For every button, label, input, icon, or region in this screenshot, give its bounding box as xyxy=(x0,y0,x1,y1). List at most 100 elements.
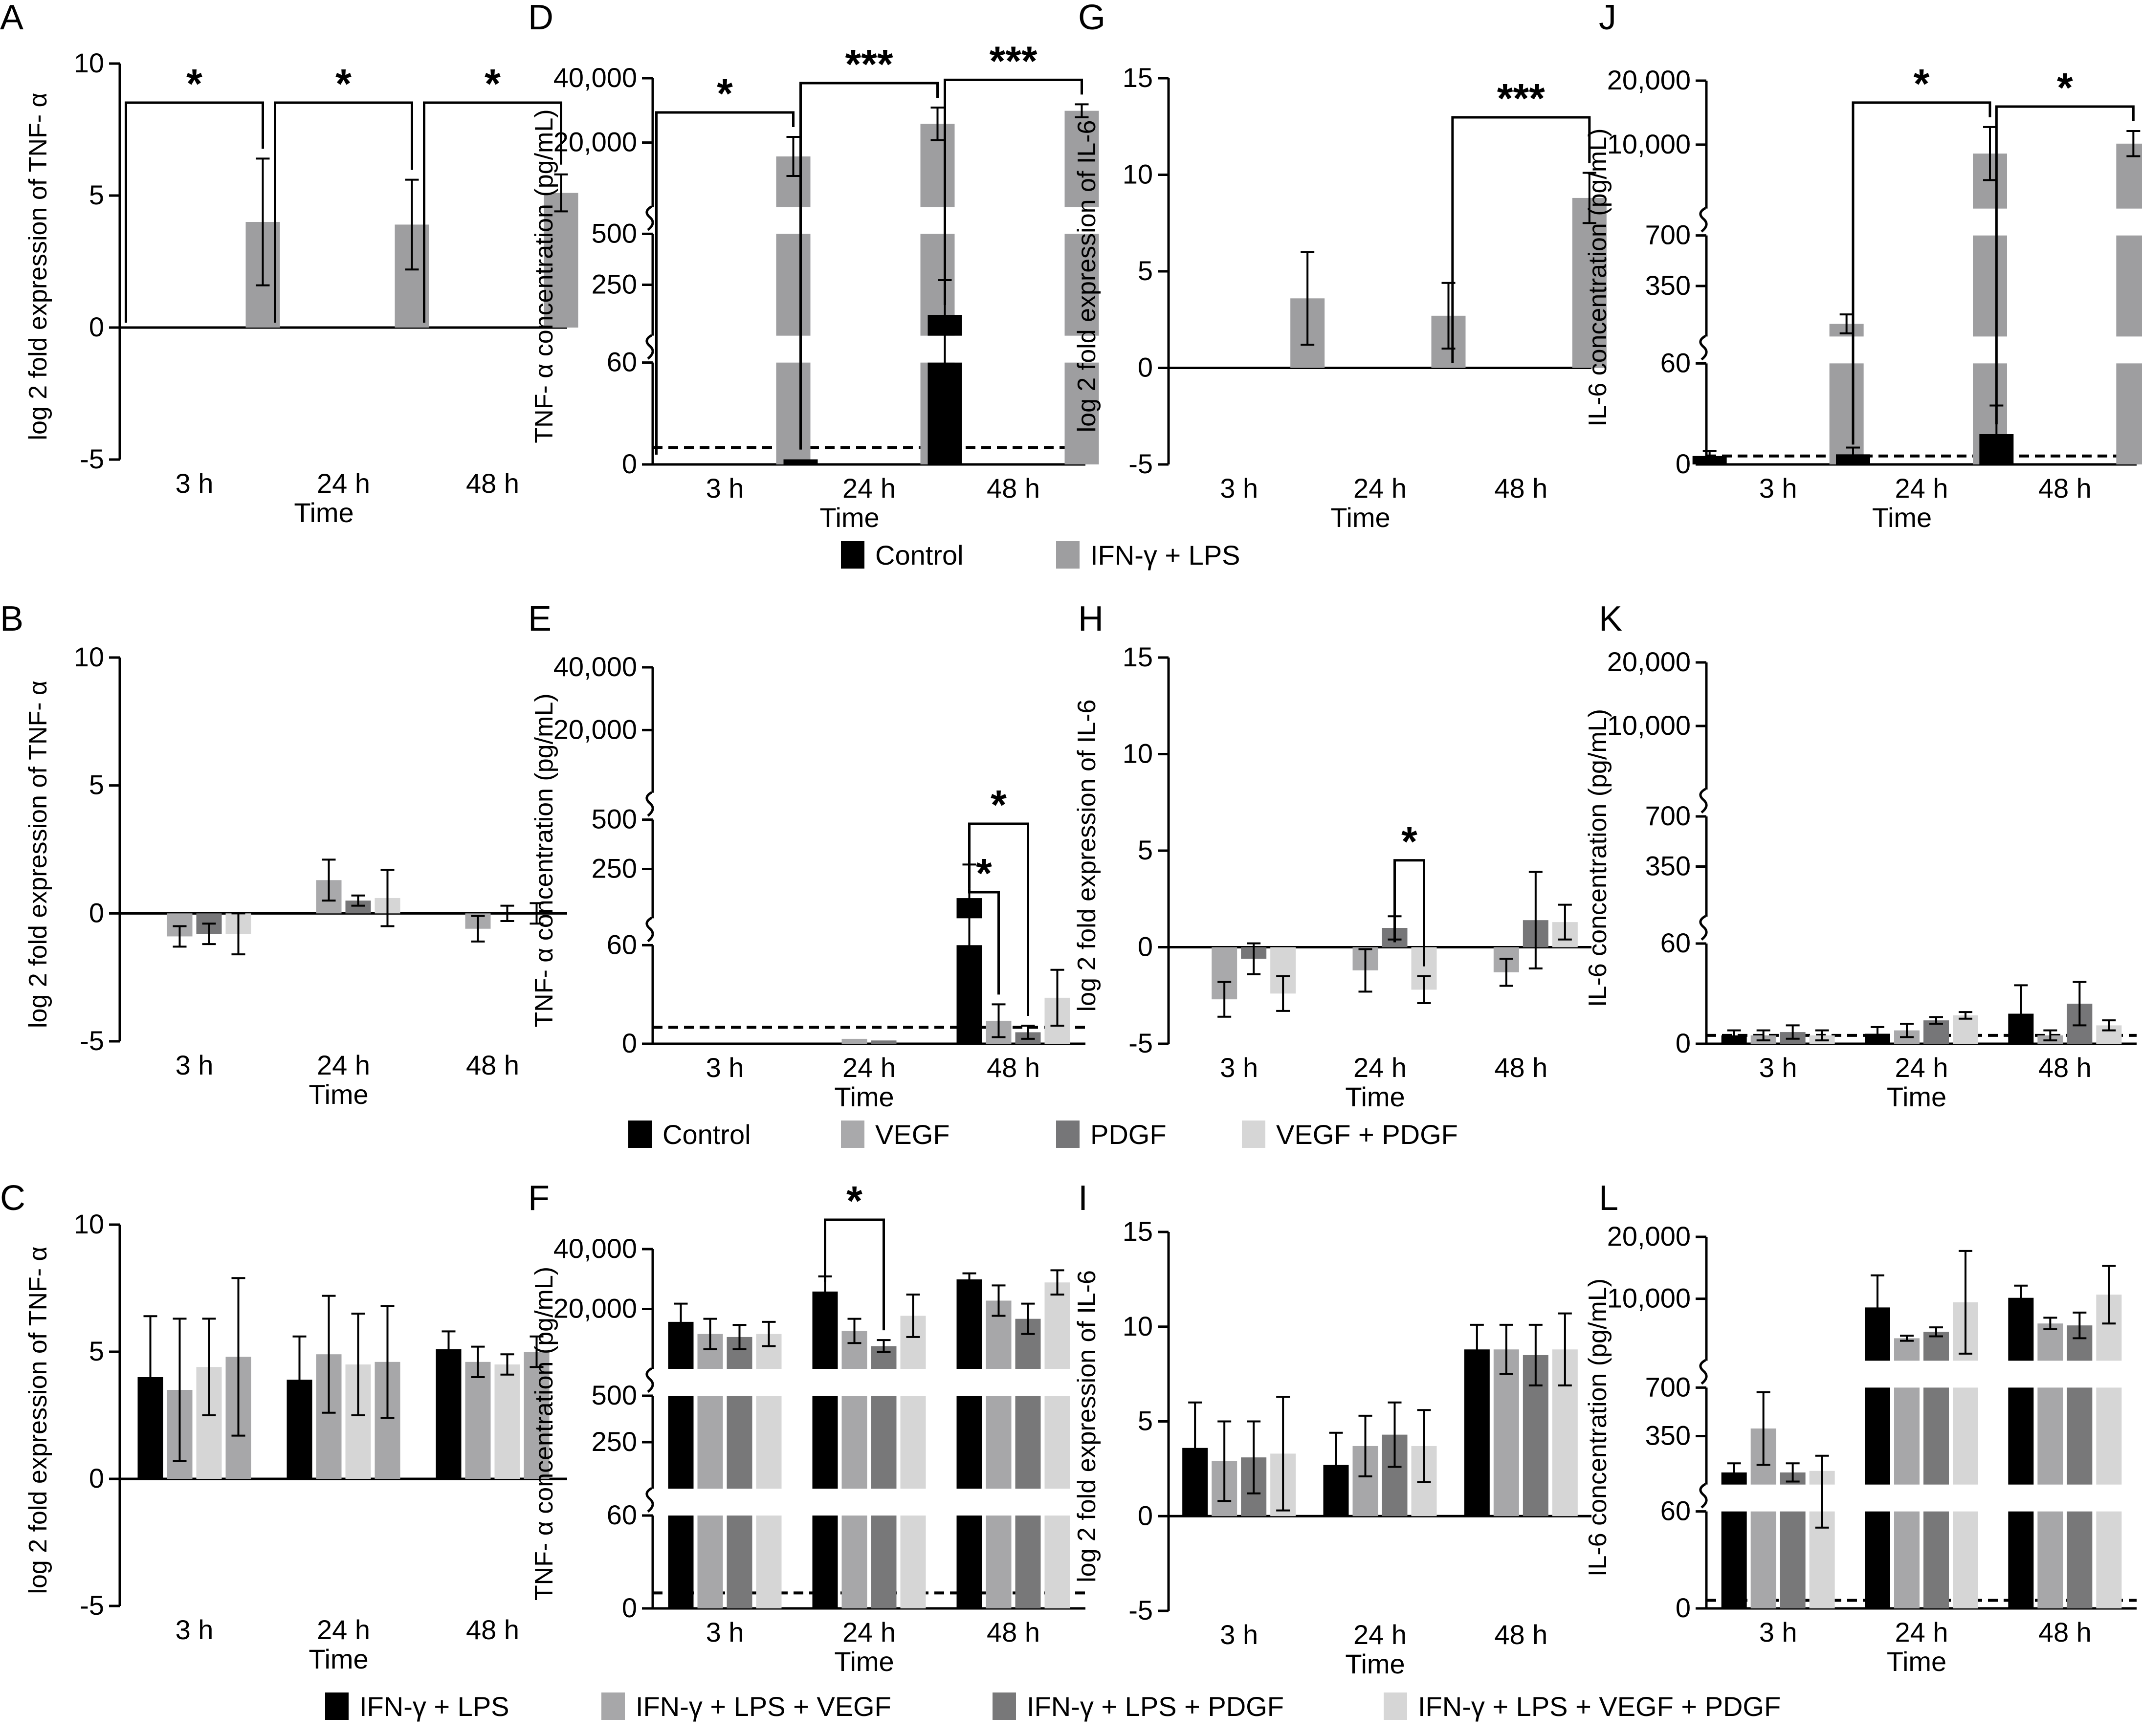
significance-label: * xyxy=(335,61,352,107)
x-tick-label: 24 h xyxy=(1895,1052,1948,1083)
y-tick-label: 5 xyxy=(89,1336,104,1366)
bar-L xyxy=(2067,1387,2093,1485)
y-tick-label: 40,000 xyxy=(553,62,637,93)
x-tick-label: 24 h xyxy=(317,1614,370,1645)
y-tick-label: 10,000 xyxy=(1607,710,1691,741)
significance-bracket xyxy=(944,78,1083,306)
x-tick-label: 48 h xyxy=(1494,1052,1547,1083)
x-axis-title: Time xyxy=(1330,502,1390,533)
x-tick-label: 24 h xyxy=(1353,473,1407,504)
significance-label: *** xyxy=(845,41,893,87)
y-tick-label: 20,000 xyxy=(553,1293,637,1324)
bar-G xyxy=(1572,198,1607,368)
bar-F xyxy=(697,1516,723,1608)
legends: Control IFN-γ + LPS Control VEGF PDGF VEGF + … xyxy=(325,540,1781,1722)
y-tick-label: 0 xyxy=(622,1028,637,1058)
bar-L xyxy=(2037,1387,2063,1485)
bar-L xyxy=(2096,1511,2122,1608)
y-tick-label: 500 xyxy=(592,1380,637,1410)
bar-D xyxy=(1064,110,1099,207)
bar-L xyxy=(2008,1511,2034,1608)
x-tick-label: 48 h xyxy=(1494,1619,1547,1650)
x-tick-label: 48 h xyxy=(987,473,1040,504)
significance-label: * xyxy=(976,850,992,896)
legend-swatch xyxy=(1242,1121,1265,1148)
bar-D xyxy=(776,234,811,336)
significance-bracket xyxy=(655,111,795,455)
x-tick-label: 24 h xyxy=(317,1050,370,1080)
x-tick-label: 3 h xyxy=(176,1050,214,1080)
x-tick-label: 3 h xyxy=(1759,1052,1797,1083)
significance-bracket xyxy=(125,101,264,323)
bar-F xyxy=(956,1279,982,1369)
y-tick-label: 0 xyxy=(89,897,104,928)
axis-break xyxy=(645,205,654,231)
y-tick-label: 15 xyxy=(1123,62,1153,93)
significance-bracket xyxy=(274,101,413,323)
bar-J xyxy=(1973,235,2007,337)
bar-D xyxy=(783,459,818,464)
x-axis-title: Time xyxy=(309,1079,368,1110)
significance-label: * xyxy=(846,1178,862,1224)
y-tick-label: 250 xyxy=(592,853,637,884)
y-tick-label: 40,000 xyxy=(553,1233,637,1264)
x-axis-title: Time xyxy=(834,1081,894,1112)
y-axis-title: IL-6 concentration (pg/mL) xyxy=(1584,129,1612,427)
bar-F xyxy=(756,1516,782,1608)
bar-L xyxy=(1953,1387,1978,1485)
y-tick-label: 350 xyxy=(1645,851,1691,881)
legend-swatch xyxy=(628,1121,652,1148)
bar-F xyxy=(668,1396,694,1489)
x-tick-label: 3 h xyxy=(1759,1617,1797,1648)
bar-L xyxy=(1923,1511,1949,1608)
legend-label: IFN-γ + LPS xyxy=(1090,540,1240,571)
panel-letter-F: F xyxy=(528,1179,550,1218)
x-tick-label: 24 h xyxy=(317,468,370,499)
y-tick-label: 10 xyxy=(74,1209,104,1239)
legend-label: IFN-γ + LPS + VEGF xyxy=(636,1691,891,1722)
x-tick-label: 24 h xyxy=(1353,1619,1407,1650)
y-tick-label: 0 xyxy=(1676,1592,1691,1623)
y-tick-label: 250 xyxy=(592,269,637,300)
y-axis-title: IL-6 concentration (pg/mL) xyxy=(1584,709,1612,1007)
panel-E: 0 60 250 500 20,000 40,000 3 h 24 h 48 h Time TNF-… xyxy=(530,651,1085,1112)
panel-letter-I: I xyxy=(1078,1179,1088,1218)
legend-swatch xyxy=(993,1692,1016,1720)
x-tick-label: 3 h xyxy=(176,1614,214,1645)
axis-break xyxy=(1699,335,1708,361)
y-tick-label: -5 xyxy=(1128,448,1153,479)
x-tick-label: 3 h xyxy=(1220,1619,1258,1650)
legend-label: IFN-γ + LPS + VEGF + PDGF xyxy=(1418,1691,1781,1722)
y-tick-label: 0 xyxy=(622,448,637,479)
x-axis-title: Time xyxy=(1345,1648,1405,1679)
significance-label: * xyxy=(717,70,733,116)
y-axis-title: log 2 fold expression of IL-6 xyxy=(1073,1270,1101,1582)
y-axis-title: TNF- α concentration (pg/mL) xyxy=(530,693,558,1027)
bar-C xyxy=(465,1362,491,1479)
x-tick-label: 48 h xyxy=(2038,473,2092,504)
chart-panels: -5 0 5 10 3 h 24 h 48 h Time log 2 fold expressi… xyxy=(24,38,2142,1679)
bar-F xyxy=(986,1516,1012,1608)
bar-J xyxy=(2116,143,2142,209)
x-tick-label: 48 h xyxy=(1494,473,1547,504)
y-tick-label: 20,000 xyxy=(1607,1221,1691,1252)
y-tick-label: 0 xyxy=(622,1592,637,1623)
x-tick-label: 48 h xyxy=(466,1050,519,1080)
x-tick-label: 48 h xyxy=(987,1052,1040,1083)
y-axis-title: log 2 fold expression of IL-6 xyxy=(1073,700,1101,1012)
y-tick-label: 10,000 xyxy=(1607,129,1691,159)
bar-L xyxy=(2037,1511,2063,1608)
bar-F xyxy=(1015,1396,1041,1489)
y-tick-label: 60 xyxy=(607,1499,637,1530)
x-axis-title: Time xyxy=(819,502,879,533)
legend-swatch xyxy=(601,1692,625,1720)
bar-J xyxy=(2116,363,2142,464)
significance-label: * xyxy=(485,61,501,107)
significance-label: * xyxy=(991,782,1007,828)
axis-break xyxy=(645,917,654,943)
y-axis-title: TNF- α concentration (pg/mL) xyxy=(530,1267,558,1601)
bar-D xyxy=(776,362,811,464)
legend-label: Control xyxy=(875,540,964,571)
y-tick-label: -5 xyxy=(1128,1595,1153,1626)
bar-J xyxy=(1829,363,1864,464)
